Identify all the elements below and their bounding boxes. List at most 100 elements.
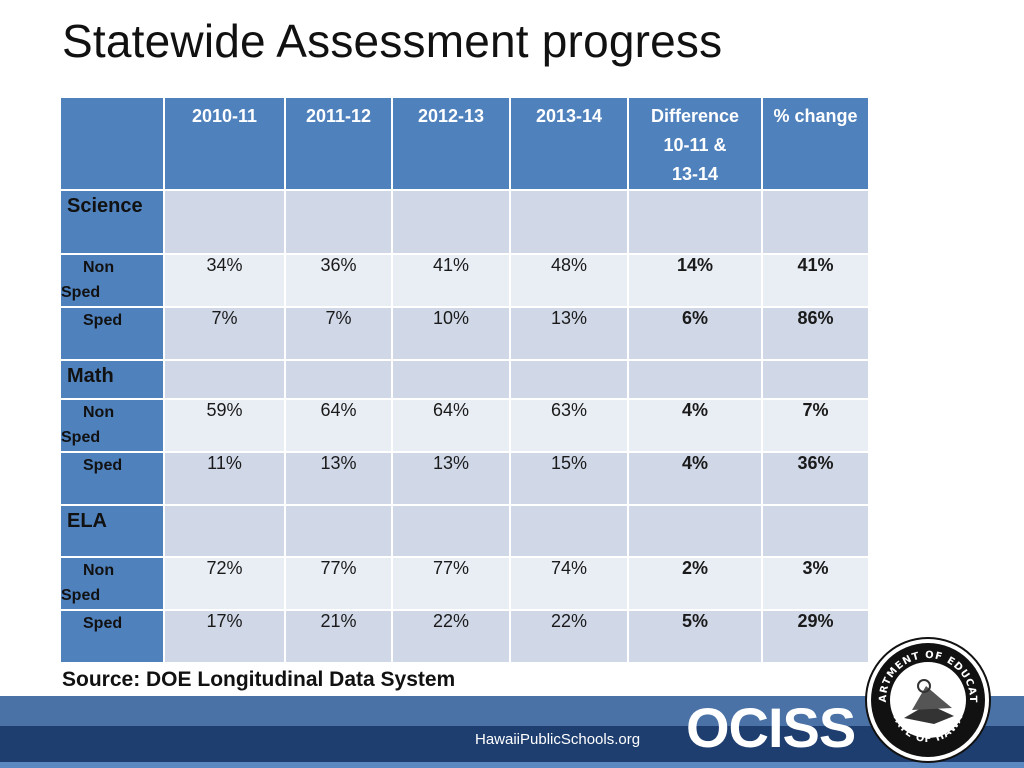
header-difference-line1: Difference	[650, 106, 740, 126]
row-label-line1: Non	[83, 562, 115, 579]
header-2011-12: 2011-12	[284, 96, 393, 191]
value-cell: 7%	[284, 306, 393, 361]
subject-empty-cell	[627, 359, 763, 400]
subject-empty-cell	[509, 189, 629, 255]
subject-row: Math	[59, 359, 870, 400]
value-cell: 2%	[627, 556, 763, 611]
table-row: Non Sped 72% 77% 77% 74% 2% 3%	[59, 556, 870, 611]
row-label-line1: Sped	[83, 457, 123, 474]
header-difference: Difference 10-11 & 13-14	[627, 96, 763, 191]
subject-empty-cell	[284, 189, 393, 255]
row-label: Sped	[59, 306, 165, 361]
row-label: Sped	[59, 451, 165, 506]
subject-empty-cell	[509, 359, 629, 400]
subject-label: Math	[59, 359, 165, 400]
table-row: Sped 11% 13% 13% 15% 4% 36%	[59, 451, 870, 506]
value-cell: 4%	[627, 398, 763, 453]
value-cell: 41%	[391, 253, 511, 308]
subject-empty-cell	[761, 504, 870, 558]
page-title: Statewide Assessment progress	[62, 15, 723, 67]
value-cell: 13%	[284, 451, 393, 506]
subject-row: Science	[59, 189, 870, 255]
subject-empty-cell	[391, 359, 511, 400]
value-cell: 72%	[163, 556, 286, 611]
row-label-line1: Non	[83, 404, 115, 421]
table-row: Sped 7% 7% 10% 13% 6% 86%	[59, 306, 870, 361]
subject-empty-cell	[761, 359, 870, 400]
footer-accent-line	[0, 762, 1024, 768]
subject-empty-cell	[761, 189, 870, 255]
subject-empty-cell	[284, 504, 393, 558]
header-2010-11: 2010-11	[163, 96, 286, 191]
value-cell: 22%	[509, 609, 629, 664]
row-label-line1: Sped	[83, 615, 123, 632]
value-cell: 36%	[284, 253, 393, 308]
table-row: Non Sped 59% 64% 64% 63% 4% 7%	[59, 398, 870, 453]
header-2013-14: 2013-14	[509, 96, 629, 191]
value-cell: 21%	[284, 609, 393, 664]
header-difference-line3: 13-14	[671, 164, 719, 184]
source-note: Source: DOE Longitudinal Data System	[62, 668, 456, 691]
row-label: Non Sped	[59, 556, 165, 611]
value-cell: 86%	[761, 306, 870, 361]
row-label-line2: Sped	[61, 587, 101, 604]
subject-empty-cell	[627, 504, 763, 558]
value-cell: 7%	[761, 398, 870, 453]
row-label-line1: Non	[83, 259, 115, 276]
value-cell: 74%	[509, 556, 629, 611]
value-cell: 64%	[284, 398, 393, 453]
value-cell: 7%	[163, 306, 286, 361]
subject-empty-cell	[284, 359, 393, 400]
subject-empty-cell	[391, 189, 511, 255]
row-label-line2: Sped	[61, 284, 101, 301]
value-cell: 64%	[391, 398, 511, 453]
table-row: Sped 17% 21% 22% 22% 5% 29%	[59, 609, 870, 664]
subject-row: ELA	[59, 504, 870, 558]
value-cell: 48%	[509, 253, 629, 308]
value-cell: 13%	[391, 451, 511, 506]
ociss-logo: OCISS	[686, 696, 856, 759]
row-label-line2: Sped	[61, 429, 101, 446]
subject-empty-cell	[627, 189, 763, 255]
assessment-table: 2010-11 2011-12 2012-13 2013-14 Differen…	[59, 96, 870, 664]
subject-label: ELA	[59, 504, 165, 558]
value-cell: 11%	[163, 451, 286, 506]
value-cell: 34%	[163, 253, 286, 308]
value-cell: 13%	[509, 306, 629, 361]
row-label: Non Sped	[59, 398, 165, 453]
value-cell: 15%	[509, 451, 629, 506]
department-seal-icon: DEPARTMENT OF EDUCATION STATE OF HAWAII	[864, 636, 991, 763]
value-cell: 4%	[627, 451, 763, 506]
value-cell: 6%	[627, 306, 763, 361]
value-cell: 10%	[391, 306, 511, 361]
subject-empty-cell	[391, 504, 511, 558]
subject-empty-cell	[163, 359, 286, 400]
subject-label: Science	[59, 189, 165, 255]
subject-empty-cell	[163, 189, 286, 255]
value-cell: 36%	[761, 451, 870, 506]
row-label-line1: Sped	[83, 312, 123, 329]
header-difference-line2: 10-11 &	[663, 135, 727, 155]
subject-empty-cell	[163, 504, 286, 558]
subject-empty-cell	[509, 504, 629, 558]
value-cell: 3%	[761, 556, 870, 611]
footer-url: HawaiiPublicSchools.org	[475, 731, 641, 748]
header-percent-change: % change	[761, 96, 870, 191]
row-label: Sped	[59, 609, 165, 664]
table-row: Non Sped 34% 36% 41% 48% 14% 41%	[59, 253, 870, 308]
value-cell: 77%	[284, 556, 393, 611]
value-cell: 14%	[627, 253, 763, 308]
value-cell: 17%	[163, 609, 286, 664]
value-cell: 41%	[761, 253, 870, 308]
value-cell: 5%	[627, 609, 763, 664]
value-cell: 22%	[391, 609, 511, 664]
value-cell: 29%	[761, 609, 870, 664]
row-label: Non Sped	[59, 253, 165, 308]
value-cell: 59%	[163, 398, 286, 453]
footer-band-bottom	[0, 726, 1024, 762]
footer-band-top	[0, 696, 1024, 726]
header-2012-13: 2012-13	[391, 96, 511, 191]
header-corner	[59, 96, 165, 191]
value-cell: 77%	[391, 556, 511, 611]
value-cell: 63%	[509, 398, 629, 453]
